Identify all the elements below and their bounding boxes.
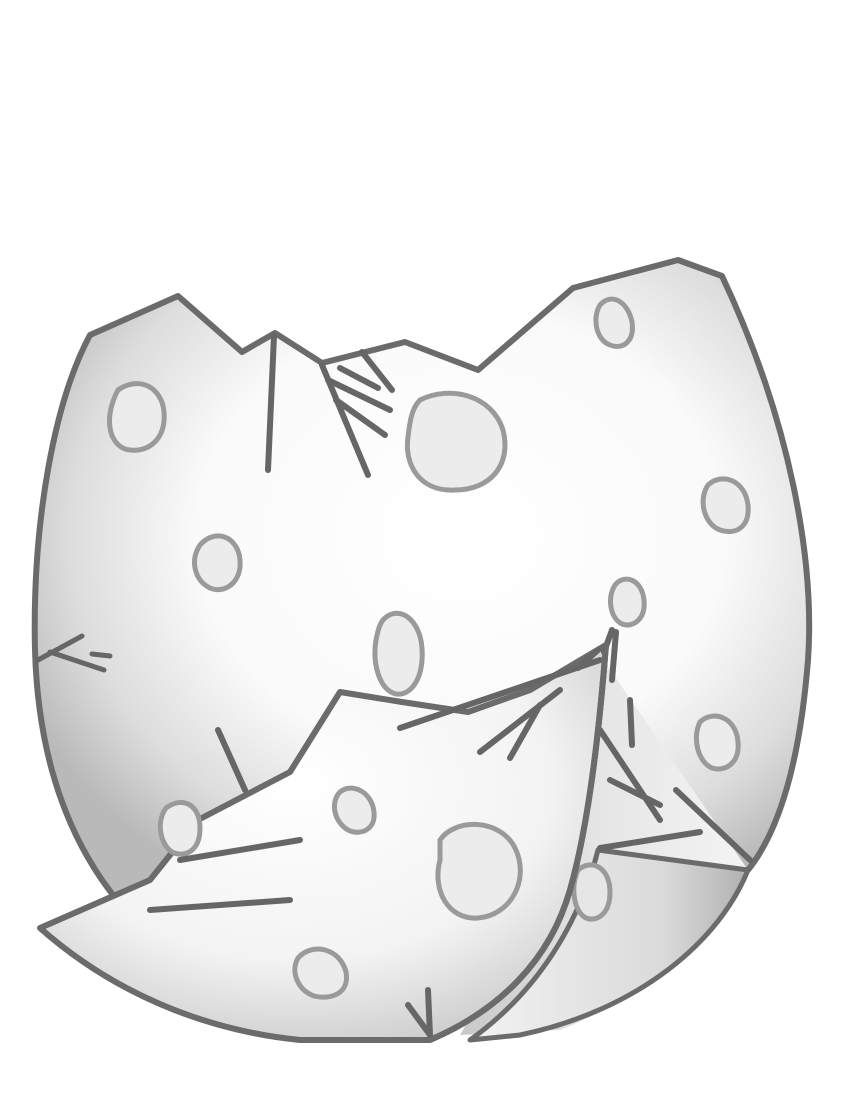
spot xyxy=(107,381,167,453)
shell-spots xyxy=(107,296,751,772)
top-cracks xyxy=(265,333,395,478)
spot xyxy=(694,713,741,772)
front-piece-edge xyxy=(427,642,609,1043)
left-crack xyxy=(35,633,113,673)
spot xyxy=(700,476,751,534)
spot xyxy=(331,785,377,835)
shell-shard-right xyxy=(467,847,751,1043)
spot xyxy=(435,821,523,921)
spot xyxy=(593,296,635,349)
spot xyxy=(608,576,647,628)
spot xyxy=(571,862,613,922)
spot xyxy=(372,610,425,697)
spot xyxy=(157,800,203,857)
spot xyxy=(192,533,243,592)
front-spots xyxy=(157,785,523,1000)
spot xyxy=(404,390,508,493)
front-cracks xyxy=(147,627,753,1038)
spot xyxy=(292,946,349,1000)
